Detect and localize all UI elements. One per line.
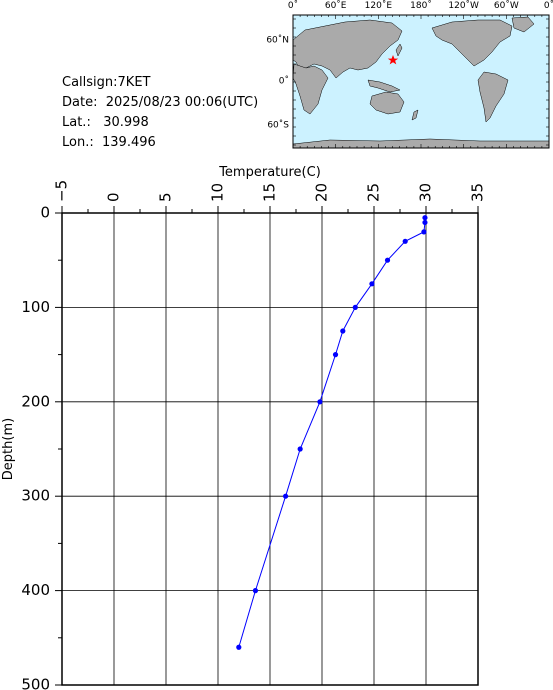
temperature-data-point <box>283 493 289 499</box>
x-tick-label: 30 <box>417 183 435 202</box>
latitude-row: Lat.: 30.998 <box>62 115 149 130</box>
temperature-profile-series <box>236 215 428 650</box>
x-tick-label: −5 <box>53 180 71 202</box>
y-tick-label: 300 <box>21 487 50 505</box>
x-tick-label: 20 <box>313 183 331 202</box>
grid-lines <box>62 213 478 685</box>
x-tick-label: 15 <box>261 183 279 202</box>
map-latitude-label: 60˚N <box>266 35 289 46</box>
x-tick-label: 0 <box>105 192 123 202</box>
temperature-profile-line <box>238 217 426 648</box>
callsign-value: 7KET <box>117 75 151 90</box>
temperature-data-point <box>422 219 428 226</box>
longitude-value: 139.496 <box>102 135 156 150</box>
x-tick-label: 5 <box>157 192 175 202</box>
japan-landmass <box>395 43 403 57</box>
station-marker-icon <box>387 55 399 65</box>
latitude-label: Lat.: <box>62 115 91 130</box>
temperature-data-point <box>369 281 375 287</box>
plot-frame <box>61 212 479 686</box>
longitude-row: Lon.: 139.496 <box>62 135 156 150</box>
temperature-data-point <box>340 328 346 334</box>
new-zealand-landmass <box>411 109 419 121</box>
y-tick-labels: 0 100 200 300 400 500 <box>21 204 50 690</box>
temperature-data-point <box>252 588 259 594</box>
map-longitude-label: 60˚E <box>325 0 347 11</box>
temperature-data-point <box>352 304 358 310</box>
indonesia-landmass <box>367 79 401 93</box>
temperature-data-point <box>297 446 303 452</box>
y-tick-label: 500 <box>21 676 50 690</box>
temperature-data-point <box>422 215 428 221</box>
temperature-data-point <box>332 352 339 358</box>
map-longitude-label: 60˚W <box>494 0 519 11</box>
australia-landmass <box>369 91 405 115</box>
temperature-data-point <box>421 229 427 235</box>
x-tick-labels: −5 0 5 10 15 20 25 30 35 <box>53 180 487 202</box>
callsign-label: Callsign: <box>62 75 118 90</box>
map-longitude-labels: 0˚ 60˚E 120˚E 180˚ 120˚W 60˚W 0˚ <box>288 0 553 11</box>
africa-landmass <box>292 63 329 115</box>
greenland-landmass <box>511 16 535 33</box>
callsign-row: Callsign:7KET <box>62 75 150 90</box>
date-row: Date: 2025/08/23 00:06(UTC) <box>62 95 258 110</box>
latitude-value: 30.998 <box>103 115 149 130</box>
map-latitude-label: 0˚ <box>279 76 289 87</box>
map-latitude-labels: 60˚N 0˚ 60˚S <box>266 35 289 131</box>
map-latitude-label: 60˚S <box>267 120 289 131</box>
land-masses <box>292 16 550 149</box>
y-tick-label: 400 <box>21 581 50 599</box>
map-longitude-label: 120˚E <box>365 0 393 11</box>
x-axis-title: Temperature(C) <box>218 165 321 180</box>
x-tick-label: 10 <box>209 183 227 202</box>
y-axis-title: Depth(m) <box>1 418 16 480</box>
y-tick-label: 0 <box>40 204 50 222</box>
y-tick-label: 100 <box>21 298 50 316</box>
temperature-data-point <box>384 257 391 263</box>
map-longitude-label: 120˚W <box>448 0 479 11</box>
temperature-data-point <box>402 238 408 244</box>
temperature-data-point <box>236 644 242 650</box>
north-america-landmass <box>431 19 513 67</box>
map-longitude-label: 0˚ <box>288 0 298 11</box>
south-america-landmass <box>477 71 509 123</box>
date-value: 2025/08/23 00:06(UTC) <box>105 95 259 110</box>
longitude-label: Lon.: <box>62 135 94 150</box>
map-longitude-label: 0˚ <box>544 0 553 11</box>
map-longitude-label: 180˚ <box>410 0 432 11</box>
world-map: 0˚ 60˚E 120˚E 180˚ 120˚W 60˚W 0˚ 60˚N 0˚ 60˚S <box>266 0 553 149</box>
date-label: Date: <box>62 95 98 110</box>
map-frame-ticks <box>292 15 550 148</box>
y-tick-label: 200 <box>21 392 50 410</box>
x-tick-label: 25 <box>365 183 383 202</box>
temperature-data-point <box>317 399 323 405</box>
x-tick-label: 35 <box>469 183 487 202</box>
